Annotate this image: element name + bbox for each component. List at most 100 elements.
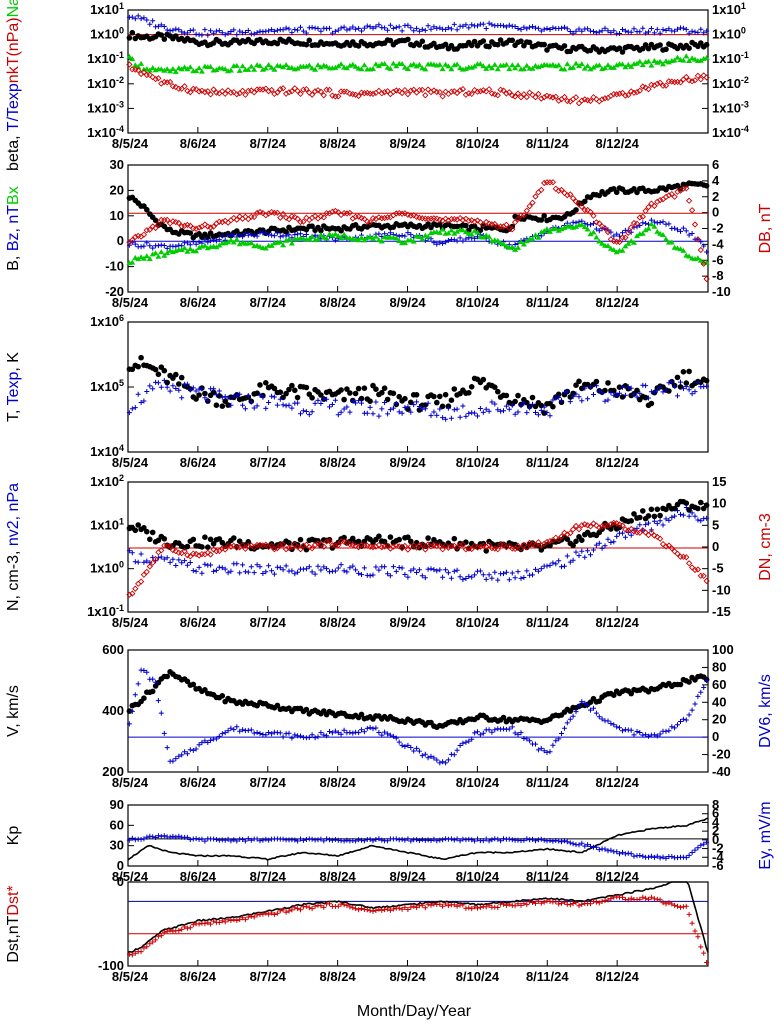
data-point [190, 385, 196, 391]
data-point [271, 571, 277, 577]
data-point [437, 240, 443, 246]
data-point [211, 386, 217, 392]
data-point [228, 568, 234, 574]
data-point [436, 61, 443, 67]
data-point [445, 405, 451, 411]
data-point [535, 568, 541, 574]
data-point [158, 547, 165, 554]
data-point [399, 410, 405, 416]
data-point [419, 541, 426, 549]
data-point [576, 26, 582, 32]
data-point [512, 246, 519, 252]
data-point [184, 87, 191, 95]
data-point [665, 542, 673, 549]
data-point [146, 256, 153, 261]
y-tick-label-left: 1x101 [90, 516, 124, 532]
data-point [213, 67, 220, 72]
data-point [677, 79, 684, 86]
data-point [266, 400, 272, 405]
data-point [312, 400, 318, 406]
data-point [419, 573, 425, 579]
data-point [350, 398, 356, 404]
data-point [454, 228, 461, 234]
data-point [402, 744, 408, 749]
data-point [222, 546, 229, 553]
data-point [625, 229, 632, 236]
data-point [358, 234, 365, 240]
data-point [405, 22, 411, 28]
data-point [155, 933, 161, 939]
y-tick-label-left: 400 [102, 703, 124, 718]
data-point [436, 88, 443, 96]
data-point [155, 698, 161, 704]
data-point [271, 546, 278, 553]
data-point [523, 62, 530, 68]
data-point [440, 574, 446, 580]
data-point [471, 227, 478, 233]
data-point [385, 411, 391, 417]
data-point [448, 575, 454, 581]
data-point [242, 838, 248, 844]
y-tick-label-left: -100 [98, 958, 124, 973]
data-point [347, 409, 353, 415]
data-point [642, 394, 649, 401]
data-point [358, 711, 365, 718]
data-point [254, 390, 260, 397]
data-point [283, 229, 289, 235]
data-point [555, 62, 562, 68]
data-point [643, 895, 649, 901]
data-point [248, 399, 254, 405]
data-point [509, 226, 516, 233]
data-point [158, 22, 164, 28]
data-point [675, 393, 680, 399]
data-point [263, 569, 269, 575]
data-point [222, 730, 228, 736]
data-point [701, 243, 707, 249]
data-point [405, 907, 411, 912]
data-point [355, 538, 362, 545]
data-point [688, 207, 696, 214]
data-point [535, 25, 541, 31]
data-point [198, 68, 205, 74]
y-tick-label-left: -10 [105, 259, 124, 274]
data-point [239, 63, 246, 69]
data-point [648, 894, 654, 900]
data-point [126, 548, 132, 554]
data-point [205, 398, 211, 404]
data-point [579, 699, 585, 705]
data-point [425, 901, 431, 907]
data-point [405, 742, 411, 748]
data-point [283, 62, 290, 67]
data-point [271, 28, 277, 34]
data-point [376, 906, 382, 912]
data-point [373, 564, 379, 570]
data-point [286, 26, 292, 32]
data-point [643, 220, 649, 226]
data-point [411, 28, 417, 34]
data-point [289, 30, 295, 36]
y-tick-label-right: 10 [712, 496, 726, 511]
data-point [605, 28, 611, 34]
data-point [405, 230, 411, 236]
data-point [483, 904, 489, 910]
data-point [503, 61, 510, 67]
data-point [378, 544, 385, 551]
data-point [495, 407, 501, 413]
data-point [573, 223, 579, 229]
data-point [614, 849, 620, 855]
data-point [167, 388, 173, 394]
data-point [355, 92, 362, 100]
data-point [703, 502, 710, 509]
data-point [193, 241, 199, 247]
data-point [414, 25, 420, 31]
data-point [567, 840, 573, 846]
data-point [495, 388, 501, 395]
data-point [312, 903, 318, 909]
data-point [208, 921, 214, 927]
x-tick-label: 8/9/24 [389, 136, 426, 151]
data-point [370, 25, 376, 31]
data-point [138, 16, 144, 22]
data-point [408, 904, 414, 910]
plot-frame [127, 881, 709, 967]
